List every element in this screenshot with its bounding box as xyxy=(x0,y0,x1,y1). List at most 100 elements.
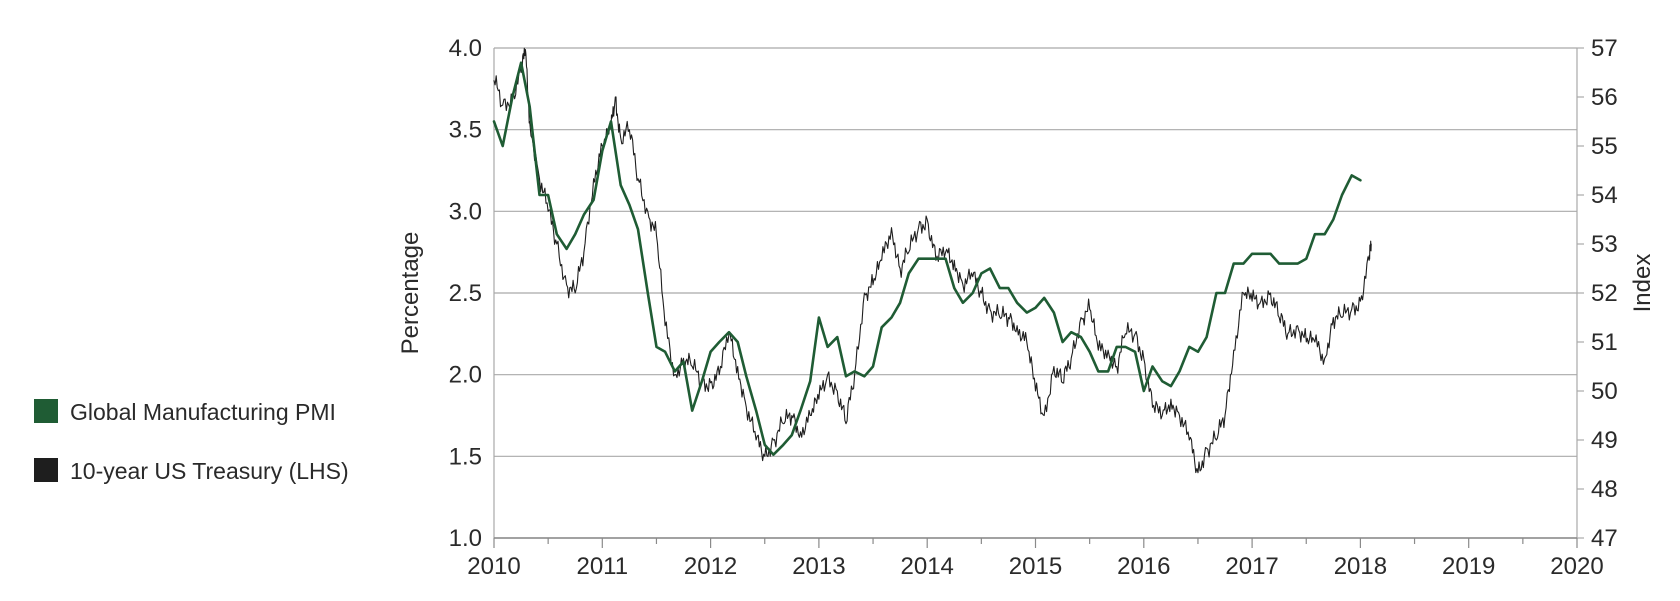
pmi-point xyxy=(674,370,676,372)
chart-legend: Global Manufacturing PMI 10-year US Trea… xyxy=(34,398,414,486)
treasury-point xyxy=(1026,341,1028,343)
treasury-point xyxy=(863,292,865,294)
treasury-point xyxy=(836,390,838,392)
pmi-point xyxy=(1324,233,1326,235)
pmi-point xyxy=(1205,336,1207,338)
treasury-point xyxy=(1170,398,1172,400)
pmi-point xyxy=(1097,370,1099,372)
treasury-point xyxy=(592,178,594,180)
treasury-point xyxy=(917,227,919,229)
treasury-point xyxy=(1215,439,1217,441)
treasury-point xyxy=(799,431,801,433)
treasury-point xyxy=(1143,357,1145,359)
treasury-point xyxy=(1278,316,1280,318)
pmi-point xyxy=(1305,258,1307,260)
treasury-point xyxy=(1089,308,1091,310)
treasury-point xyxy=(764,455,766,457)
y-right-tick-label: 54 xyxy=(1591,182,1618,209)
y-axis-right-title: Index xyxy=(1629,254,1656,313)
pmi-point xyxy=(628,204,630,206)
y-left-tick-label: 4.0 xyxy=(449,35,482,62)
pmi-point xyxy=(737,341,739,343)
pmi-point xyxy=(592,199,594,201)
pmi-point xyxy=(664,351,666,353)
treasury-point xyxy=(1269,292,1271,294)
treasury-point xyxy=(818,398,820,400)
treasury-point xyxy=(647,210,649,212)
legend-swatch-treasury xyxy=(34,458,58,482)
treasury-point xyxy=(926,218,928,220)
pmi-point xyxy=(953,287,955,289)
pmi-point xyxy=(1242,262,1244,264)
treasury-point xyxy=(1080,316,1082,318)
treasury-point xyxy=(1061,382,1063,384)
pmi-point xyxy=(637,228,639,230)
pmi-point xyxy=(1143,390,1145,392)
y-right-tick-label: 48 xyxy=(1591,476,1618,503)
pmi-point xyxy=(1170,385,1172,387)
pmi-point xyxy=(989,267,991,269)
y-right-tick-label: 50 xyxy=(1591,378,1618,405)
tick-labels: 1.0 1.5 2.0 2.5 3.0 3.5 4.0 47 48 49 50 51 52 53 54 55 5… xyxy=(449,35,1618,580)
y-axis-left-title: Percentage xyxy=(397,232,424,355)
treasury-point xyxy=(962,284,964,286)
treasury-point xyxy=(583,251,585,253)
treasury-point xyxy=(1053,365,1055,367)
pmi-point xyxy=(1178,370,1180,372)
treasury-point xyxy=(953,259,955,261)
treasury-point xyxy=(1341,316,1343,318)
treasury-point xyxy=(899,267,901,269)
treasury-point xyxy=(1070,357,1072,359)
treasury-point xyxy=(908,251,910,253)
pmi-point xyxy=(799,409,801,411)
treasury-point xyxy=(1161,414,1163,416)
treasury-point xyxy=(772,439,774,441)
pmi-point xyxy=(1296,262,1298,264)
treasury-point xyxy=(1260,300,1262,302)
x-tick-label: 2016 xyxy=(1117,553,1170,580)
series-line-pmi xyxy=(492,61,1362,456)
treasury-point xyxy=(791,414,793,416)
x-tick-label: 2011 xyxy=(576,553,628,580)
treasury-point xyxy=(944,251,946,253)
pmi-point xyxy=(647,292,649,294)
treasury-point xyxy=(628,129,630,131)
y-left-tick-label: 1.5 xyxy=(449,443,482,470)
pmi-point xyxy=(863,375,865,377)
pmi-point xyxy=(655,346,657,348)
treasury-point xyxy=(1351,308,1353,310)
treasury-point xyxy=(881,259,883,261)
treasury-point xyxy=(1314,341,1316,343)
treasury-point xyxy=(1251,300,1253,302)
treasury-point xyxy=(1034,390,1036,392)
pmi-point xyxy=(682,360,684,362)
treasury-point xyxy=(674,374,676,376)
pmi-point xyxy=(1341,194,1343,196)
pmi-point xyxy=(791,434,793,436)
pmi-point xyxy=(620,184,622,186)
y-left-tick-label: 1.0 xyxy=(449,525,482,552)
treasury-point xyxy=(547,210,549,212)
pmi-point xyxy=(1151,365,1153,367)
pmi-point xyxy=(1016,302,1018,304)
pmi-point xyxy=(755,409,757,411)
y-left-tick-label: 2.5 xyxy=(449,280,482,307)
x-tick-label: 2018 xyxy=(1334,553,1387,580)
pmi-point xyxy=(772,454,774,456)
y-right-tick-label: 56 xyxy=(1591,84,1618,111)
x-tick-label: 2017 xyxy=(1225,553,1278,580)
pmi-point xyxy=(1034,307,1036,309)
pmi-point xyxy=(782,444,784,446)
treasury-point xyxy=(1116,365,1118,367)
x-tick-label: 2014 xyxy=(901,553,954,580)
treasury-point xyxy=(872,284,874,286)
pmi-point xyxy=(926,258,928,260)
pmi-point xyxy=(1197,351,1199,353)
pmi-point xyxy=(1332,218,1334,220)
series-line-treasury xyxy=(493,47,1372,474)
pmi-point xyxy=(1070,331,1072,333)
legend-item-pmi: Global Manufacturing PMI xyxy=(34,398,414,427)
pmi-point xyxy=(1053,311,1055,313)
treasury-point xyxy=(502,104,504,106)
pmi-point xyxy=(980,272,982,274)
